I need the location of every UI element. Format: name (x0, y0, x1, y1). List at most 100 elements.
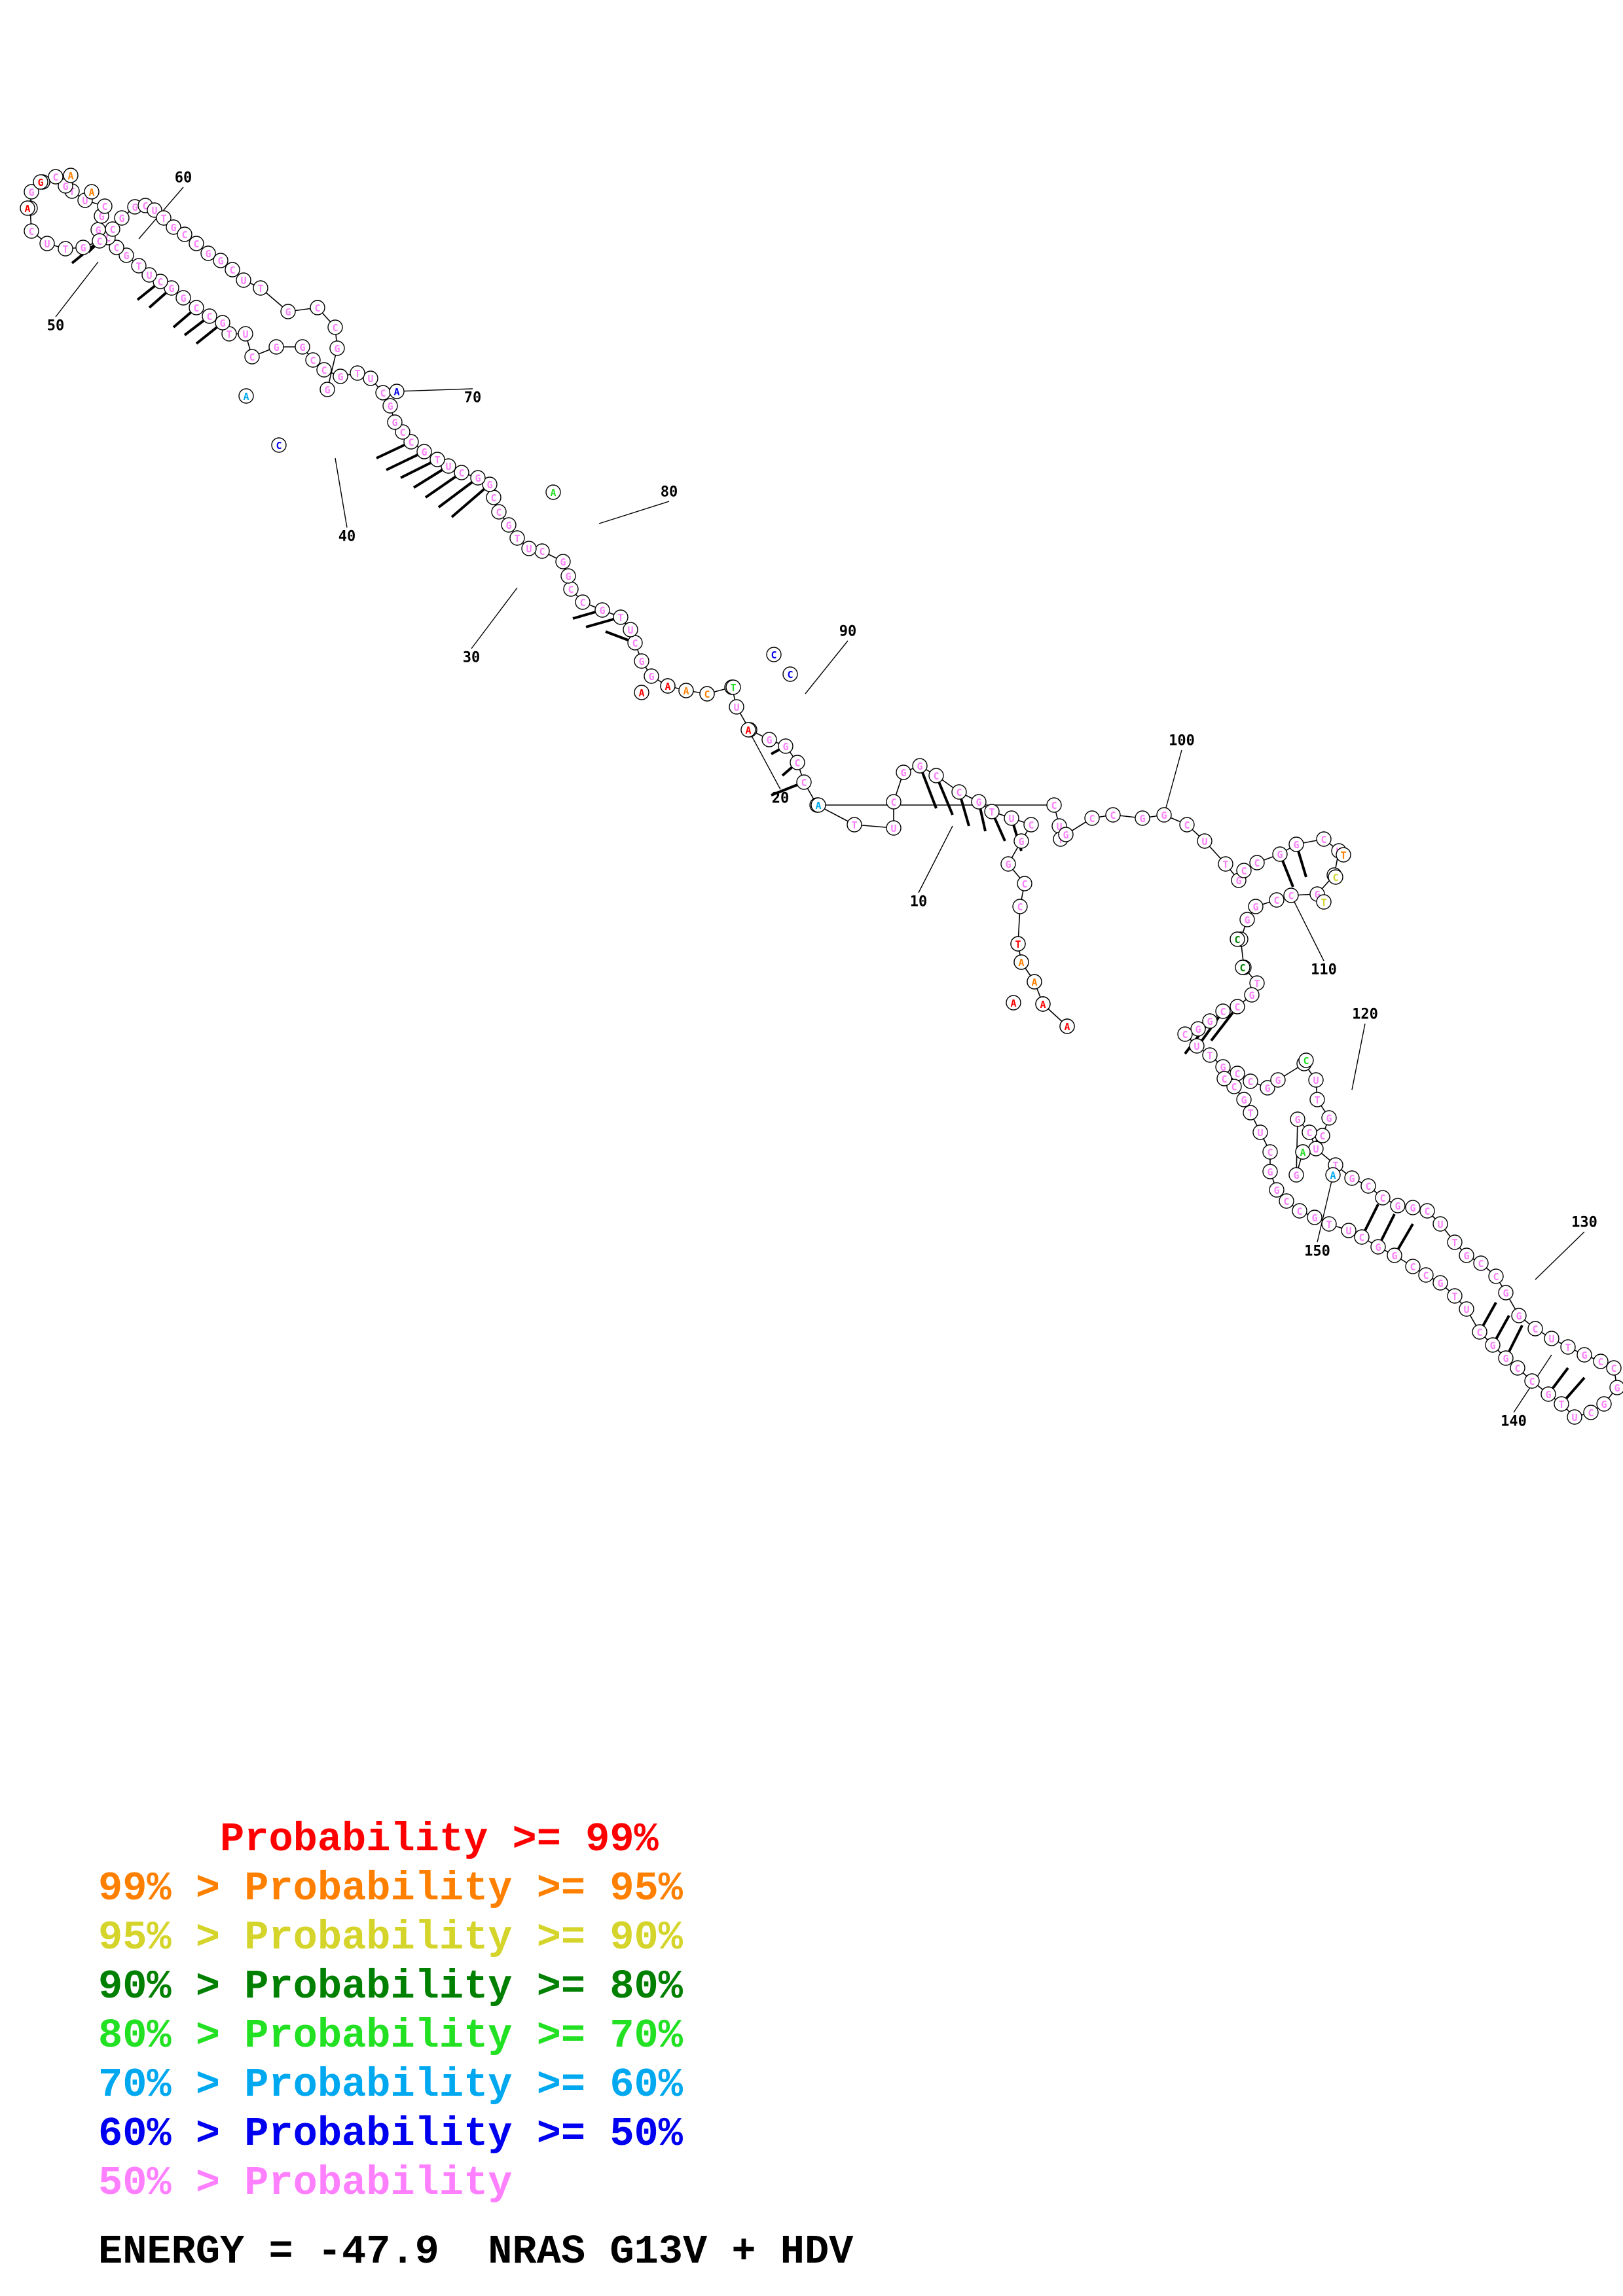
svg-text:G: G (1349, 1173, 1355, 1185)
nucleotide-node: G (382, 398, 398, 414)
nucleotide-node: C (1283, 888, 1299, 903)
svg-text:C: C (105, 232, 111, 244)
base-pair-bond (437, 476, 479, 509)
svg-text:G: G (28, 187, 34, 198)
svg-text:G: G (900, 767, 906, 779)
svg-text:G: G (1503, 1287, 1508, 1299)
nucleotide-node: T (1243, 1105, 1258, 1121)
svg-text:G: G (1264, 1083, 1270, 1094)
nucleotide-node: G (501, 517, 517, 533)
nucleotide-node: C (1243, 1073, 1258, 1089)
position-tick (1290, 895, 1324, 961)
nucleotide-node: U (1544, 1331, 1559, 1346)
nucleotide-node: C (1419, 1203, 1435, 1219)
svg-text:G: G (475, 473, 481, 484)
svg-text:C: C (1611, 1363, 1616, 1374)
svg-text:T: T (434, 454, 440, 466)
position-label: 120 (1352, 1007, 1378, 1023)
legend-row: 50% > Probability (98, 2160, 513, 2206)
svg-text:G: G (37, 177, 43, 188)
svg-text:G: G (1601, 1399, 1607, 1410)
svg-text:A: A (1040, 999, 1046, 1011)
svg-text:G: G (1545, 1389, 1551, 1401)
nucleotide-node: C (575, 594, 591, 610)
nucleotide-node: A (1006, 995, 1021, 1011)
nucleotide-node: C (1405, 1259, 1421, 1274)
svg-text:T: T (1015, 939, 1021, 950)
svg-text:G: G (565, 571, 571, 583)
energy-title: ENERGY = -47.9 NRAS G13V + HDV (98, 2229, 854, 2275)
nucleotide-node: T (725, 679, 741, 695)
nucleotide-node: C (1606, 1360, 1622, 1376)
nucleotide-node: C (1375, 1190, 1391, 1206)
legend-row: Probability >= 99% (98, 1816, 659, 1863)
svg-text:G: G (560, 556, 566, 568)
nucleotide-node: C (189, 236, 204, 251)
nucleotide-node: C (1315, 1128, 1330, 1143)
svg-text:C: C (28, 226, 34, 238)
nucleotide-node: G (1236, 1092, 1252, 1107)
nucleotide-node: C (1328, 869, 1343, 885)
nucleotide-node: C (1046, 797, 1062, 813)
nucleotide-node: A (1325, 1167, 1341, 1183)
svg-text:C: C (1028, 819, 1034, 831)
svg-text:C: C (1588, 1407, 1594, 1419)
svg-text:U: U (445, 461, 451, 473)
nucleotide-node: G (319, 382, 335, 397)
nucleotide-node: G (482, 476, 498, 492)
nucleotide-node: T (1447, 1234, 1463, 1250)
svg-text:G: G (123, 250, 129, 262)
nucleotide-node: G (594, 602, 610, 618)
svg-text:T: T (1207, 1050, 1213, 1062)
svg-text:T: T (1321, 897, 1326, 908)
nucleotide-node: C (1418, 1267, 1434, 1283)
nucleotide-node: C (1472, 1324, 1487, 1340)
nucleotide-node: A (84, 184, 100, 200)
position-tick (1535, 1231, 1585, 1280)
nucleotide-node: C (153, 274, 168, 289)
nucleotide-node: G (1609, 1380, 1623, 1395)
nucleotide-node: C (1177, 1026, 1193, 1042)
nucleotide-node: T (1218, 856, 1233, 872)
svg-text:U: U (526, 543, 532, 555)
nucleotide-node: T (1560, 1339, 1576, 1355)
svg-text:G: G (638, 656, 644, 668)
svg-text:G: G (1063, 829, 1068, 841)
nucleotide-node: A (634, 685, 649, 700)
nucleotide-node: T (984, 804, 1000, 819)
nucleotide-node: G (1260, 1080, 1275, 1096)
svg-text:C: C (314, 302, 320, 314)
legend-row: 70% > Probability >= 60% (98, 2062, 683, 2108)
svg-text:C: C (1597, 1356, 1603, 1368)
svg-text:C: C (193, 302, 199, 314)
nucleotide-node: G (1013, 833, 1029, 849)
nucleotide-node: G (1387, 1247, 1402, 1263)
nucleotide-node: G (1321, 1110, 1337, 1126)
nucleotide-node: G (555, 554, 571, 569)
legend-row: 60% > Probability >= 50% (98, 2111, 683, 2157)
svg-text:C: C (1321, 834, 1326, 846)
position-label: 20 (772, 791, 790, 807)
position-ticks (55, 187, 1585, 1413)
nucleotide-node: G (1432, 1275, 1448, 1291)
svg-text:C: C (249, 351, 255, 363)
legend-row: 90% > Probability >= 80% (98, 1964, 683, 2010)
nucleotide-node: C (886, 794, 902, 810)
nucleotide-node: C (790, 755, 805, 770)
svg-text:C: C (1234, 1001, 1240, 1013)
nucleotide-node: U (1189, 1038, 1205, 1054)
svg-text:C: C (794, 757, 800, 769)
svg-text:A: A (88, 187, 94, 198)
nucleotide-node: U (141, 267, 157, 283)
svg-text:C: C (1231, 1081, 1237, 1093)
svg-text:C: C (787, 669, 793, 681)
svg-text:C: C (310, 355, 316, 367)
svg-text:G: G (1195, 1024, 1201, 1035)
nucleotide-node: G (1190, 1021, 1206, 1037)
nucleotide-node: C (782, 666, 798, 682)
nucleotide-node: C (1593, 1354, 1609, 1369)
svg-text:G: G (1326, 1113, 1332, 1124)
svg-text:U: U (1313, 1143, 1319, 1155)
nucleotide-node: G (1307, 1210, 1322, 1225)
position-tick (55, 261, 99, 317)
